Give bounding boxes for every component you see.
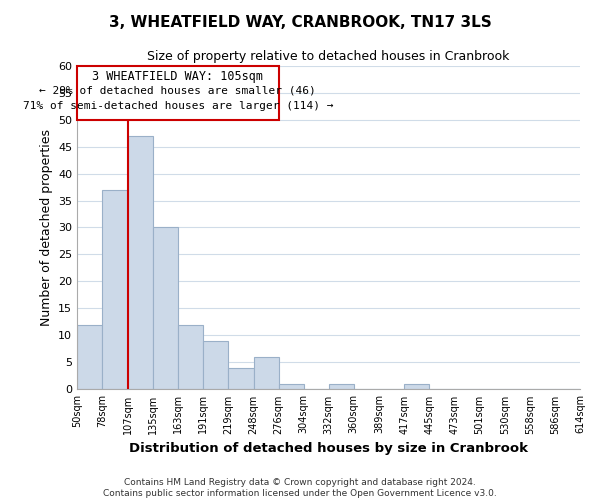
Bar (153, 228, 178, 390)
Bar (329, 384, 353, 390)
Bar (128, 136, 153, 390)
Text: ← 29% of detached houses are smaller (46): ← 29% of detached houses are smaller (46… (40, 86, 316, 96)
Bar (278, 384, 304, 390)
Bar (77, 324, 102, 390)
Bar (102, 190, 128, 390)
Y-axis label: Number of detached properties: Number of detached properties (40, 129, 53, 326)
Bar (404, 384, 430, 390)
Bar (178, 324, 203, 390)
Title: Size of property relative to detached houses in Cranbrook: Size of property relative to detached ho… (148, 50, 510, 63)
X-axis label: Distribution of detached houses by size in Cranbrook: Distribution of detached houses by size … (129, 442, 528, 455)
FancyBboxPatch shape (77, 66, 278, 120)
Bar (254, 357, 278, 390)
Text: 3 WHEATFIELD WAY: 105sqm: 3 WHEATFIELD WAY: 105sqm (92, 70, 263, 83)
Text: 71% of semi-detached houses are larger (114) →: 71% of semi-detached houses are larger (… (23, 100, 333, 110)
Text: Contains HM Land Registry data © Crown copyright and database right 2024.
Contai: Contains HM Land Registry data © Crown c… (103, 478, 497, 498)
Bar (228, 368, 254, 390)
Bar (203, 341, 228, 390)
Text: 3, WHEATFIELD WAY, CRANBROOK, TN17 3LS: 3, WHEATFIELD WAY, CRANBROOK, TN17 3LS (109, 15, 491, 30)
